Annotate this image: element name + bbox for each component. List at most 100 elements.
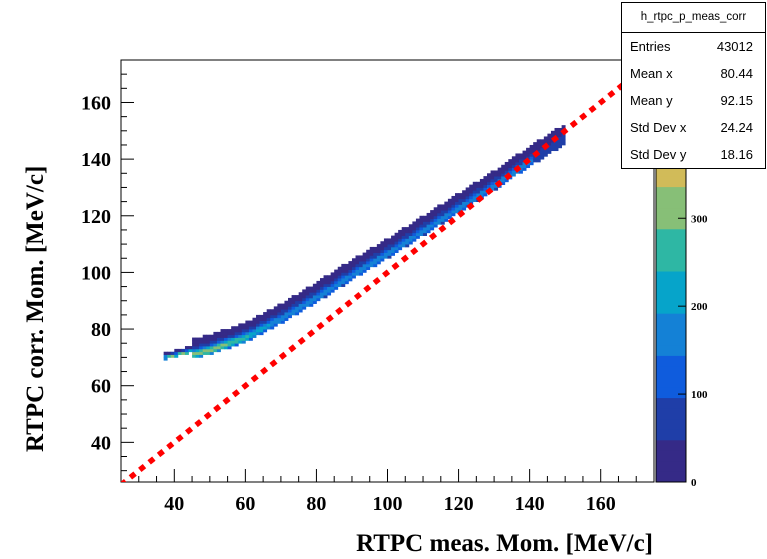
bin-cell (362, 258, 367, 262)
bin-cell (465, 198, 470, 203)
bin-cell (522, 167, 527, 171)
bin-cell (533, 142, 538, 146)
bin-cell (270, 320, 275, 324)
bin-cell (479, 184, 484, 188)
bin-cell (494, 184, 499, 188)
bin-cell (192, 337, 197, 341)
bin-cell (383, 238, 388, 242)
bin-cell (238, 326, 243, 330)
bin-cell (472, 190, 477, 194)
bin-cell (224, 340, 228, 344)
bin-cell (383, 244, 388, 248)
palette-step (656, 387, 686, 399)
x-tick-label: 120 (444, 493, 474, 515)
bin-cell (256, 331, 260, 336)
bin-cell (412, 238, 417, 242)
bin-cell (330, 289, 335, 293)
bin-cell (437, 218, 442, 222)
bin-cell (440, 212, 445, 217)
bin-cell (263, 317, 268, 321)
bin-cell (195, 340, 200, 344)
bin-cell (401, 229, 406, 234)
bin-cell (266, 326, 271, 330)
bin-cell (220, 340, 225, 344)
bin-cell (369, 261, 374, 265)
bin-cell (366, 266, 371, 270)
bin-cell (515, 161, 520, 166)
bin-cell (387, 252, 392, 256)
bin-cell (288, 309, 292, 313)
bin-cell (455, 193, 459, 197)
bin-cell (426, 227, 431, 231)
bin-cell (373, 249, 378, 253)
bin-cell (444, 215, 449, 219)
bin-cell (348, 275, 353, 279)
bin-cell (433, 212, 438, 217)
bin-cell (330, 275, 335, 279)
bin-cell (536, 159, 541, 163)
palette-step (656, 471, 686, 483)
bin-cell (256, 314, 260, 319)
bin-cell (220, 343, 225, 347)
bin-cell (280, 314, 285, 319)
bin-cell (348, 263, 353, 268)
bin-cell (245, 326, 250, 330)
bin-cell (323, 280, 328, 285)
bin-cell (195, 343, 200, 347)
bin-cell (508, 164, 513, 169)
bin-cell (408, 235, 413, 239)
bin-cell (501, 167, 506, 171)
bin-cell (362, 255, 367, 259)
bin-cell (195, 348, 200, 353)
bin-cell (391, 249, 395, 253)
bin-cell (376, 252, 381, 256)
bin-cell (515, 156, 520, 160)
bin-cell (458, 207, 463, 211)
bin-cell (209, 351, 214, 355)
bin-cell (259, 317, 264, 321)
bin-cell (355, 269, 360, 273)
bin-cell (348, 261, 353, 265)
bin-cell (376, 258, 381, 262)
bin-cell (337, 275, 342, 279)
stats-row-name: Mean y (630, 93, 673, 108)
bin-cell (408, 232, 413, 236)
bin-cell (344, 272, 349, 276)
x-tick-label: 100 (373, 493, 403, 515)
bin-cell (316, 286, 321, 290)
bin-cell (323, 286, 328, 290)
bin-cell (419, 221, 424, 225)
bin-cell (302, 297, 307, 302)
bin-cell (437, 204, 442, 208)
bin-cell (483, 178, 488, 183)
bin-cell (216, 340, 221, 344)
x-tick-label: 40 (164, 493, 184, 515)
bin-cell (266, 320, 271, 324)
bin-cell (288, 300, 292, 304)
bin-cell (540, 139, 545, 143)
bin-cell (312, 289, 317, 293)
bin-cell (319, 278, 324, 282)
bin-cell (216, 343, 221, 347)
bin-cell (540, 153, 545, 157)
bin-cell (497, 173, 502, 177)
bin-cell (224, 343, 228, 347)
bin-cell (192, 343, 197, 347)
bin-cell (213, 343, 218, 347)
bin-cell (401, 235, 406, 239)
bin-cell (195, 354, 200, 358)
bin-cell (273, 312, 278, 316)
bin-cell (270, 323, 275, 327)
bin-cell (341, 266, 346, 270)
bin-cell (319, 286, 324, 290)
bin-cell (248, 331, 253, 336)
stats-row-value: 43012 (716, 39, 753, 54)
reference-line (121, 60, 654, 482)
bin-cell (444, 212, 449, 217)
bin-cell (476, 187, 481, 191)
bin-cell (479, 190, 484, 194)
bin-cell (234, 326, 239, 330)
bin-cell (206, 348, 211, 353)
palette-step (656, 439, 686, 451)
bin-cell (330, 278, 335, 282)
